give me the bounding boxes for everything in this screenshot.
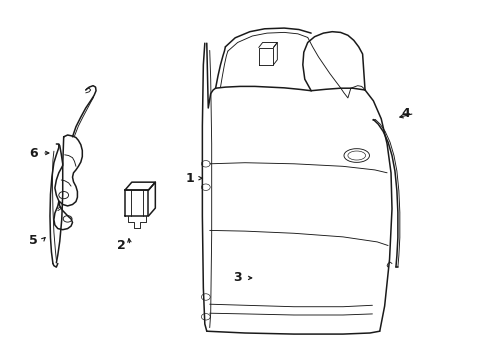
- Text: 1: 1: [186, 172, 195, 185]
- Text: 2: 2: [117, 239, 125, 252]
- Text: 6: 6: [29, 147, 38, 159]
- Text: 5: 5: [29, 234, 38, 247]
- Text: 4: 4: [401, 107, 410, 120]
- Text: 3: 3: [233, 271, 242, 284]
